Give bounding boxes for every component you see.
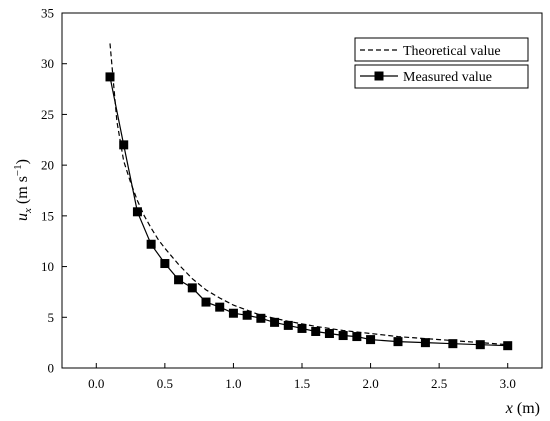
- measured-point: [146, 239, 156, 249]
- measured-point: [215, 302, 225, 312]
- measured-point: [324, 329, 334, 339]
- x-tick-label: 0.0: [88, 376, 104, 391]
- measured-point: [187, 283, 197, 293]
- measured-point: [366, 335, 376, 345]
- measured-point: [448, 339, 458, 349]
- measured-point: [297, 323, 307, 333]
- x-tick-label: 3.0: [500, 376, 516, 391]
- x-axis-label: x (m): [505, 400, 540, 417]
- x-tick-label: 1.0: [225, 376, 241, 391]
- y-axis-var: u: [14, 213, 31, 221]
- measured-point: [228, 308, 238, 318]
- x-axis-var: x: [505, 400, 513, 417]
- measured-point: [270, 317, 280, 327]
- y-tick-label: 35: [41, 6, 54, 21]
- legend-box-theoretical: [354, 37, 529, 62]
- measured-point: [119, 140, 129, 150]
- plot-layer: [105, 43, 513, 351]
- y-tick-label: 30: [41, 56, 54, 71]
- measured-point: [174, 275, 184, 285]
- x-tick-label: 2.5: [431, 376, 447, 391]
- series-line-theoretical: [109, 43, 508, 346]
- measured-point: [201, 297, 211, 307]
- legend-box-measured: [354, 64, 529, 89]
- measured-point: [352, 332, 362, 342]
- ticks-layer: 0.0 0.5 1.0 1.5 2.0 2.5 3.0 0 5 10 15 20 25 30 35: [41, 6, 516, 392]
- measured-point: [475, 340, 485, 350]
- y-axis-unit-open: (m s: [14, 176, 31, 208]
- legend-label-measured: Measured value: [403, 70, 492, 85]
- measured-point: [105, 72, 115, 82]
- x-tick-label: 0.5: [157, 376, 173, 391]
- y-tick-label: 5: [48, 310, 55, 325]
- x-tick-label: 1.5: [294, 376, 310, 391]
- measured-point: [338, 331, 348, 341]
- y-tick-label: 10: [41, 259, 54, 274]
- y-axis-label: ux (m s−1): [12, 159, 34, 221]
- measured-point: [242, 310, 252, 320]
- legend-label-theoretical: Theoretical value: [403, 44, 501, 59]
- measured-point: [503, 341, 513, 351]
- y-tick-label: 25: [41, 107, 54, 122]
- y-tick-label: 0: [48, 361, 55, 376]
- measured-point: [283, 320, 293, 330]
- plot-frame: [61, 12, 543, 369]
- measured-point: [393, 337, 403, 347]
- y-axis-unit-close: ): [14, 159, 31, 164]
- y-axis-sup: −1: [12, 164, 24, 176]
- x-axis-unit: (m): [513, 400, 540, 417]
- x-tick-label: 2.0: [362, 376, 378, 391]
- measured-point: [311, 326, 321, 336]
- measured-point: [420, 338, 430, 348]
- y-tick-label: 20: [41, 158, 54, 173]
- measured-point: [132, 207, 142, 217]
- series-line-measured: [109, 76, 508, 347]
- y-axis-sub: x: [22, 208, 34, 214]
- legend: Theoretical value Measured value: [354, 37, 529, 89]
- y-tick-label: 15: [41, 208, 54, 223]
- measured-point: [256, 313, 266, 323]
- legend-marker-measured: [374, 71, 384, 81]
- measured-point: [160, 259, 170, 269]
